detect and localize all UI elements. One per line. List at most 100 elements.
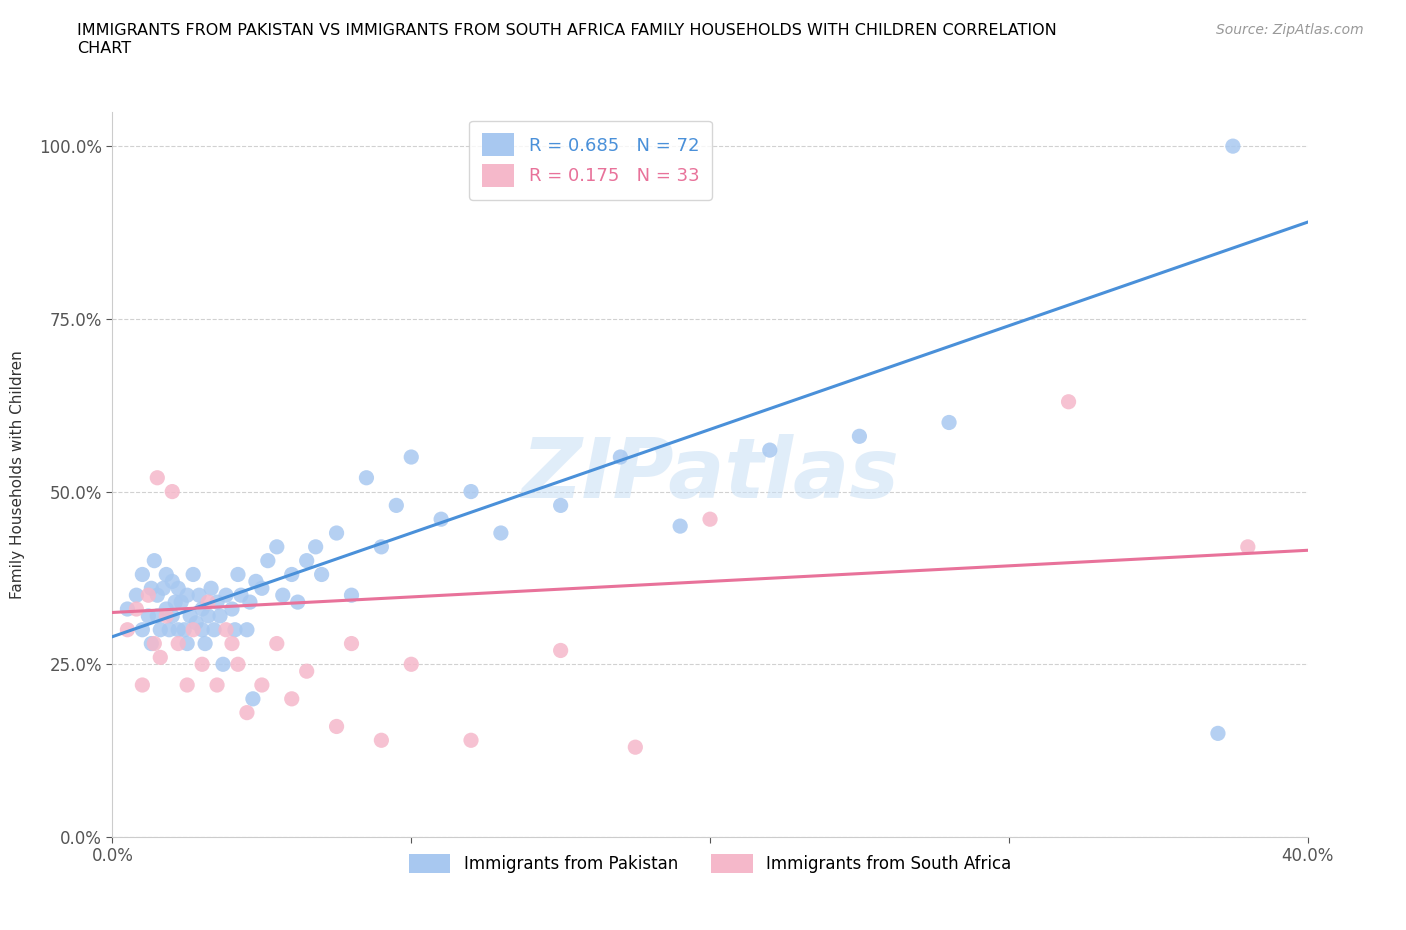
Point xyxy=(191,602,214,617)
Point xyxy=(212,657,235,671)
Point xyxy=(460,485,482,499)
Point xyxy=(1237,539,1260,554)
Point xyxy=(149,622,172,637)
Point xyxy=(385,498,408,512)
Point xyxy=(226,567,249,582)
Point xyxy=(848,429,870,444)
Point xyxy=(401,449,423,464)
Point xyxy=(271,588,294,603)
Point xyxy=(155,567,177,582)
Point xyxy=(188,588,211,603)
Point xyxy=(489,525,512,540)
Point xyxy=(143,553,166,568)
Point xyxy=(200,581,222,596)
Point xyxy=(146,471,169,485)
Point xyxy=(155,608,177,623)
Point xyxy=(305,539,328,554)
Point xyxy=(311,567,333,582)
Point xyxy=(295,664,318,679)
Point xyxy=(257,553,280,568)
Point xyxy=(340,636,363,651)
Point xyxy=(325,719,347,734)
Point xyxy=(165,594,187,609)
Point xyxy=(176,636,198,651)
Point xyxy=(1057,394,1080,409)
Point xyxy=(149,650,172,665)
Point xyxy=(370,539,392,554)
Point xyxy=(550,498,572,512)
Point xyxy=(759,443,782,458)
Point xyxy=(131,678,153,693)
Point xyxy=(938,415,960,430)
Point xyxy=(179,608,201,623)
Point xyxy=(197,594,219,609)
Point xyxy=(141,581,163,596)
Point xyxy=(236,705,259,720)
Point xyxy=(125,602,148,617)
Point xyxy=(295,553,318,568)
Point xyxy=(131,567,153,582)
Point xyxy=(624,739,647,754)
Point xyxy=(266,539,288,554)
Point xyxy=(186,616,208,631)
Point xyxy=(162,608,183,623)
Point xyxy=(181,622,204,637)
Point xyxy=(209,608,232,623)
Point xyxy=(167,622,190,637)
Point xyxy=(699,512,721,526)
Point xyxy=(245,574,267,589)
Point xyxy=(325,525,347,540)
Point xyxy=(215,622,238,637)
Point xyxy=(194,636,217,651)
Point xyxy=(146,588,169,603)
Point xyxy=(281,567,304,582)
Point xyxy=(143,636,166,651)
Point xyxy=(340,588,363,603)
Point xyxy=(141,636,163,651)
Point xyxy=(1206,726,1229,741)
Point xyxy=(138,588,160,603)
Point xyxy=(221,636,243,651)
Point xyxy=(266,636,288,651)
Point xyxy=(287,594,309,609)
Point xyxy=(146,608,169,623)
Text: Source: ZipAtlas.com: Source: ZipAtlas.com xyxy=(1216,23,1364,37)
Point xyxy=(117,602,139,617)
Point xyxy=(226,657,249,671)
Point xyxy=(242,691,264,706)
Point xyxy=(125,588,148,603)
Point xyxy=(173,622,195,637)
Point xyxy=(131,622,153,637)
Point xyxy=(162,485,183,499)
Text: ZIPatlas: ZIPatlas xyxy=(522,433,898,515)
Point xyxy=(430,512,453,526)
Text: IMMIGRANTS FROM PAKISTAN VS IMMIGRANTS FROM SOUTH AFRICA FAMILY HOUSEHOLDS WITH : IMMIGRANTS FROM PAKISTAN VS IMMIGRANTS F… xyxy=(77,23,1057,56)
Point xyxy=(157,622,180,637)
Point xyxy=(224,622,246,637)
Point xyxy=(170,594,193,609)
Point xyxy=(181,567,204,582)
Point xyxy=(236,622,259,637)
Point xyxy=(250,678,273,693)
Point xyxy=(155,602,177,617)
Point xyxy=(609,449,631,464)
Point xyxy=(205,678,228,693)
Point xyxy=(550,643,572,658)
Point xyxy=(205,594,228,609)
Point xyxy=(215,588,238,603)
Point xyxy=(176,588,198,603)
Point xyxy=(117,622,139,637)
Point xyxy=(191,657,214,671)
Point xyxy=(167,636,190,651)
Point xyxy=(356,471,378,485)
Point xyxy=(176,678,198,693)
Y-axis label: Family Households with Children: Family Households with Children xyxy=(10,350,25,599)
Point xyxy=(202,622,225,637)
Point xyxy=(221,602,243,617)
Legend: Immigrants from Pakistan, Immigrants from South Africa: Immigrants from Pakistan, Immigrants fro… xyxy=(402,847,1018,880)
Point xyxy=(138,608,160,623)
Point xyxy=(370,733,392,748)
Point xyxy=(281,691,304,706)
Point xyxy=(669,519,692,534)
Point xyxy=(239,594,262,609)
